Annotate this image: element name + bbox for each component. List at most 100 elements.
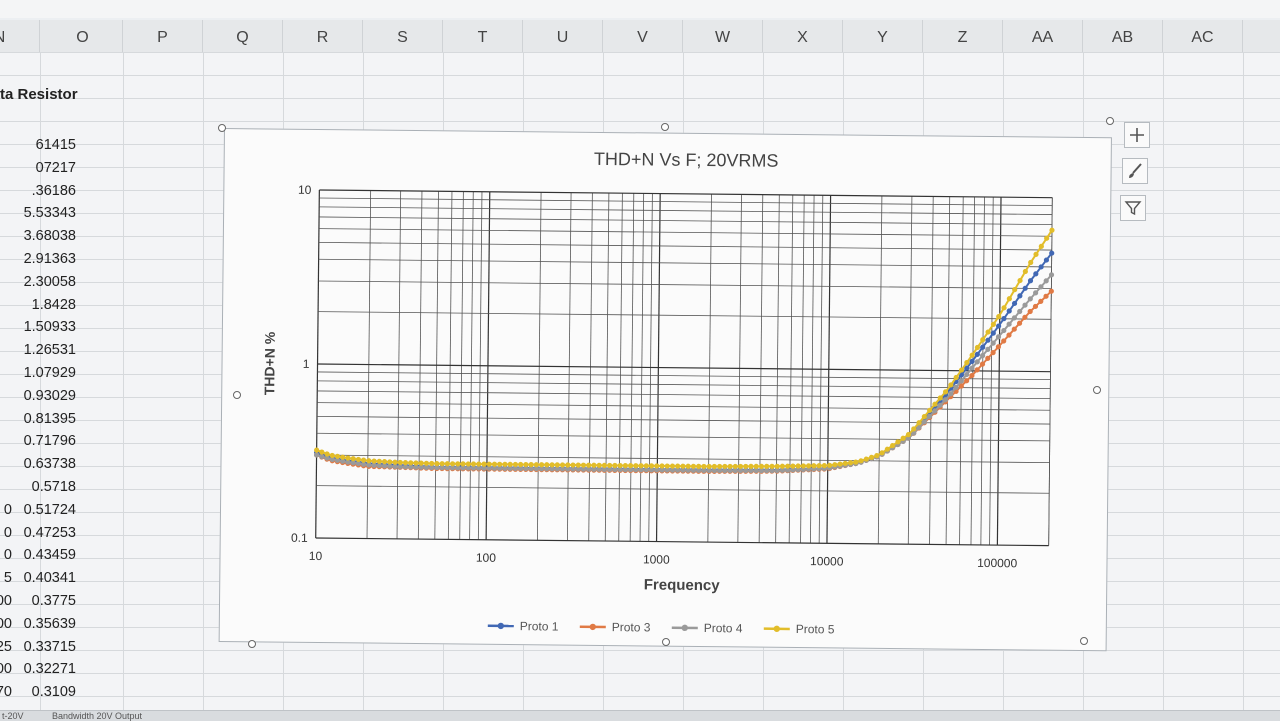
cell-m[interactable]: 00 (0, 616, 12, 632)
y-axis-title: THD+N % (261, 331, 278, 395)
y-tick-label: 10 (298, 183, 312, 197)
y-grid-line (319, 217, 1052, 225)
grid-line (1243, 52, 1244, 712)
x-tick-label: 1000 (643, 552, 670, 566)
legend-marker (682, 625, 688, 631)
legend-marker (590, 624, 596, 630)
cell-m[interactable]: 70 (0, 684, 12, 700)
cell-n[interactable]: 0.93029 (0, 388, 76, 404)
add-element-icon (1128, 126, 1146, 144)
cell-n[interactable]: 2.91363 (0, 251, 76, 267)
brush-style-icon (1126, 162, 1144, 180)
legend-label: Proto 1 (520, 619, 559, 633)
column-header-aa[interactable]: AA (1003, 20, 1083, 52)
column-header-o[interactable]: O (43, 20, 123, 52)
cell-n[interactable]: 1.26531 (0, 342, 76, 358)
cell-m[interactable]: 000 (0, 661, 12, 677)
resize-handle-top-right[interactable] (1106, 117, 1114, 125)
y-grid-line (316, 486, 1049, 494)
cell-m[interactable]: 25 (0, 639, 12, 655)
chart-styles-button[interactable] (1122, 158, 1148, 184)
cell-m[interactable]: 0 (0, 502, 12, 518)
y-grid-line (319, 207, 1052, 215)
chart-filters-button[interactable] (1120, 195, 1146, 221)
y-grid-line (319, 198, 1052, 206)
y-tick-label: 0.1 (291, 531, 308, 545)
chart-elements-button[interactable] (1124, 122, 1150, 148)
resize-handle-bottom-left[interactable] (248, 640, 256, 648)
column-header-y[interactable]: Y (843, 20, 923, 52)
y-grid-line (319, 229, 1052, 237)
x-axis-title: Frequency (644, 576, 721, 594)
sheet-tab-bar: t-20V Bandwidth 20V Output (0, 710, 1280, 721)
column-header-z[interactable]: Z (923, 20, 1003, 52)
grid-line (203, 52, 204, 712)
y-grid-line (319, 242, 1052, 250)
legend-marker (774, 626, 780, 632)
legend-label: Proto 4 (704, 621, 743, 635)
y-grid-line (317, 416, 1050, 424)
x-tick-label: 10000 (810, 554, 844, 568)
column-header-v[interactable]: V (603, 20, 683, 52)
cell-n[interactable]: 2.30058 (0, 274, 76, 290)
cell-n[interactable]: 0.5718 (0, 479, 76, 495)
column-header-ac[interactable]: AC (1163, 20, 1243, 52)
cell-m[interactable]: 5 (0, 570, 12, 586)
column-header-q[interactable]: Q (203, 20, 283, 52)
column-header-w[interactable]: W (683, 20, 763, 52)
y-grid-line (317, 381, 1050, 389)
column-header-n[interactable]: N (0, 20, 40, 52)
x-tick-label: 10 (309, 549, 323, 563)
y-grid-line (319, 190, 1052, 198)
column-heading-cell[interactable]: ta Resistor (0, 86, 78, 103)
column-header-p[interactable]: P (123, 20, 203, 52)
cell-n[interactable]: 3.68038 (0, 228, 76, 244)
y-grid-line (317, 372, 1050, 380)
column-header-r[interactable]: R (283, 20, 363, 52)
legend-marker (498, 623, 504, 629)
series-line-1 (316, 245, 1051, 473)
column-header-row: NOPQRSTUVWXYZAAABAC (0, 20, 1280, 53)
column-header-x[interactable]: X (763, 20, 843, 52)
cell-n[interactable]: 61415 (0, 137, 76, 153)
resize-handle-bottom[interactable] (662, 638, 670, 646)
cell-n[interactable]: 0.81395 (0, 411, 76, 427)
cell-n[interactable]: 1.07929 (0, 365, 76, 381)
cell-n[interactable]: 5.53343 (0, 205, 76, 221)
resize-handle-right[interactable] (1093, 386, 1101, 394)
cell-m[interactable]: 00 (0, 593, 12, 609)
column-header-t[interactable]: T (443, 20, 523, 52)
legend-label: Proto 5 (796, 622, 835, 636)
cell-n[interactable]: 07217 (0, 160, 76, 176)
cell-n[interactable]: 1.8428 (0, 297, 76, 313)
column-header-u[interactable]: U (523, 20, 603, 52)
filter-icon (1124, 199, 1142, 217)
series-line-4 (317, 223, 1052, 470)
cell-m[interactable]: 0 (0, 525, 12, 541)
series-line-2 (316, 284, 1051, 475)
y-tick-label: 1 (303, 357, 310, 371)
resize-handle-left[interactable] (233, 391, 241, 399)
chart-title: THD+N Vs F; 20VRMS (594, 149, 779, 171)
resize-handle-top-left[interactable] (218, 124, 226, 132)
cell-n[interactable]: 0.63738 (0, 456, 76, 472)
y-grid-line (318, 364, 1051, 372)
y-grid-line (316, 538, 1049, 546)
y-grid-line (318, 312, 1051, 320)
cell-n[interactable]: 0.71796 (0, 433, 76, 449)
x-tick-label: 100 (476, 551, 496, 565)
resize-handle-bottom-right[interactable] (1080, 637, 1088, 645)
resize-handle-top[interactable] (661, 123, 669, 131)
cell-n[interactable]: 1.50933 (0, 319, 76, 335)
y-grid-line (318, 281, 1051, 289)
cell-m[interactable]: 0 (0, 547, 12, 563)
column-header-s[interactable]: S (363, 20, 443, 52)
y-grid-line (317, 433, 1050, 441)
cell-n[interactable]: .36186 (0, 183, 76, 199)
x-tick-label: 100000 (977, 556, 1018, 570)
y-grid-line (319, 259, 1052, 267)
legend-label: Proto 3 (612, 620, 651, 634)
column-header-ab[interactable]: AB (1083, 20, 1163, 52)
